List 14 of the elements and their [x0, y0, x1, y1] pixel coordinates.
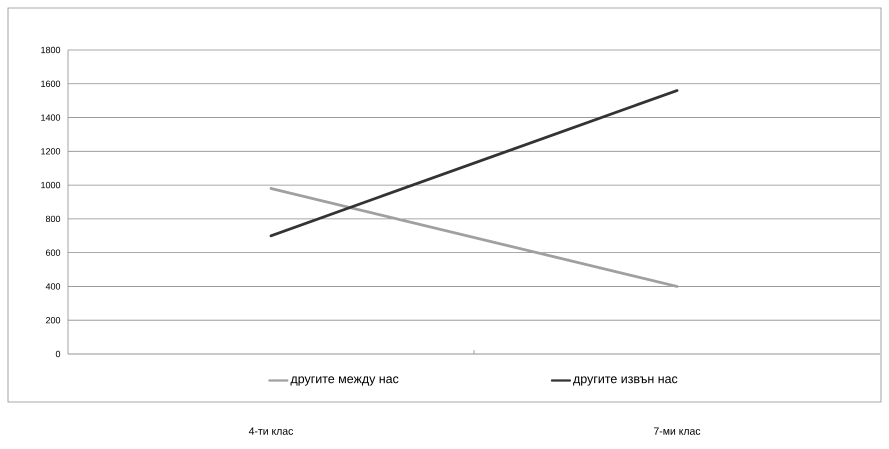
y-tick-label: 400: [46, 283, 60, 290]
y-tick-label: 1800: [41, 46, 60, 54]
x-tick-label: 7-ми клас: [654, 428, 700, 435]
y-tick-label: 800: [46, 216, 60, 222]
y-tick-label: 600: [46, 249, 60, 256]
legend-label: другите извън нас: [573, 376, 678, 386]
y-tick-label: 1600: [41, 80, 60, 87]
y-tick-label: 1400: [41, 114, 60, 121]
y-tick-label: 200: [46, 317, 60, 324]
legend-label: другите между нас: [290, 376, 398, 386]
y-tick-label: 0: [56, 350, 60, 358]
y-tick-label: 1000: [41, 182, 60, 188]
y-tick-label: 1200: [41, 148, 60, 154]
x-tick-label: 4-ти клас: [248, 428, 294, 435]
